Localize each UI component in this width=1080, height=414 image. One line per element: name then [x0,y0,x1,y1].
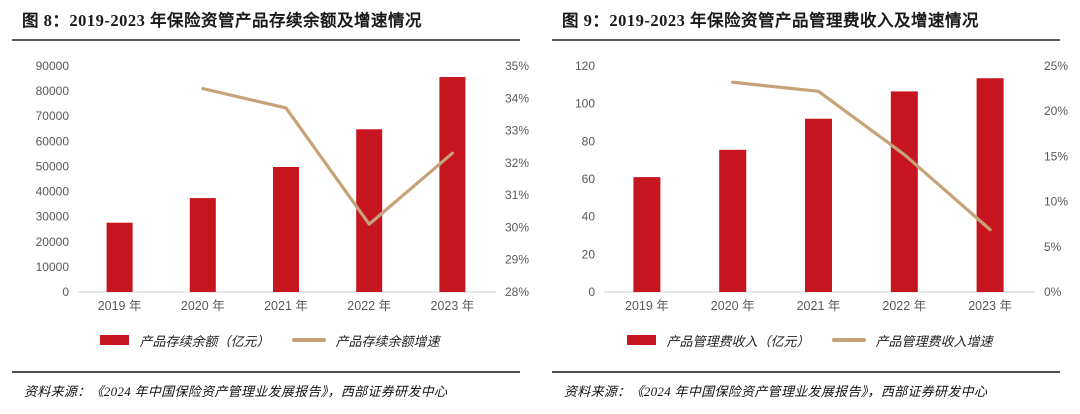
svg-text:40000: 40000 [36,185,70,199]
svg-text:34%: 34% [505,91,529,105]
figure-panel-right: 图 9：2019-2023 年保险资管产品管理费收入及增速情况 0 20 40 60 8… [540,0,1080,414]
svg-text:90000: 90000 [36,59,70,73]
svg-text:5%: 5% [1044,240,1062,254]
svg-text:2020 年: 2020 年 [711,299,755,313]
svg-text:31%: 31% [505,188,529,202]
source-note: 资料来源：《2024 年中国保险资产管理业发展报告》，西部证券研发中心 [564,384,988,399]
svg-text:2023 年: 2023 年 [431,299,475,313]
svg-text:40: 40 [582,210,596,224]
svg-text:2019 年: 2019 年 [98,299,142,313]
svg-text:2019 年: 2019 年 [625,299,669,313]
svg-text:30%: 30% [505,220,529,234]
svg-text:20%: 20% [1044,104,1068,118]
line-legend-swatch [831,338,866,342]
svg-text:80: 80 [582,134,596,148]
figure-title: 图 9：2019-2023 年保险资管产品管理费收入及增速情况 [562,11,979,30]
svg-text:120: 120 [575,59,595,73]
svg-text:50000: 50000 [36,159,70,173]
svg-text:2022 年: 2022 年 [347,299,391,313]
svg-text:33%: 33% [505,124,529,138]
title-divider [552,39,1060,41]
svg-text:60: 60 [582,172,596,186]
svg-text:60000: 60000 [36,134,70,148]
title-divider [12,39,520,41]
combo-chart-fee-income: 0 20 40 60 80 100 120 0% 5% 10% 15% 20% 25% 2019 年 202… [575,59,1068,313]
svg-text:32%: 32% [505,156,529,170]
chart-legend: 产品管理费收入（亿元） 产品管理费收入增速 [540,329,1080,351]
svg-text:15%: 15% [1044,149,1068,163]
svg-text:25%: 25% [1044,59,1068,73]
source-divider [12,371,520,373]
svg-text:2020 年: 2020 年 [181,299,225,313]
svg-text:2021 年: 2021 年 [797,299,841,313]
chart-legend: 产品存续余额（亿元） 产品存续余额增速 [0,329,540,351]
svg-text:0%: 0% [1044,285,1062,299]
svg-text:0: 0 [62,285,69,299]
source-divider [552,371,1060,373]
svg-text:2022 年: 2022 年 [882,299,926,313]
line-legend-swatch [291,338,326,342]
svg-text:29%: 29% [505,253,529,267]
svg-text:28%: 28% [505,285,529,299]
svg-text:70000: 70000 [36,109,70,123]
bar-legend-label: 产品存续余额（亿元） [139,333,270,349]
combo-chart-balance: 0 10000 20000 30000 40000 50000 60000 70000 8000… [36,59,530,313]
svg-text:2023 年: 2023 年 [968,299,1012,313]
bar-legend-label: 产品管理费收入（亿元） [666,333,810,349]
figure-title: 图 8：2019-2023 年保险资管产品存续余额及增速情况 [22,11,422,30]
svg-text:10%: 10% [1044,195,1068,209]
source-note: 资料来源：《2024 年中国保险资产管理业发展报告》，西部证券研发中心 [24,384,448,399]
svg-text:0: 0 [588,285,595,299]
line-legend-label: 产品存续余额增速 [335,333,440,349]
bar-legend-swatch [100,335,130,345]
svg-text:80000: 80000 [36,84,70,98]
svg-text:20: 20 [582,247,596,261]
line-legend-label: 产品管理费收入增速 [875,333,993,349]
svg-text:30000: 30000 [36,210,70,224]
svg-text:100: 100 [575,97,595,111]
svg-text:10000: 10000 [36,260,70,274]
svg-text:35%: 35% [505,59,529,73]
svg-text:20000: 20000 [36,235,70,249]
bar-legend-swatch [627,335,657,345]
svg-text:2021 年: 2021 年 [264,299,308,313]
figure-panel-left: 图 8：2019-2023 年保险资管产品存续余额及增速情况 0 10000 200… [0,11,540,399]
